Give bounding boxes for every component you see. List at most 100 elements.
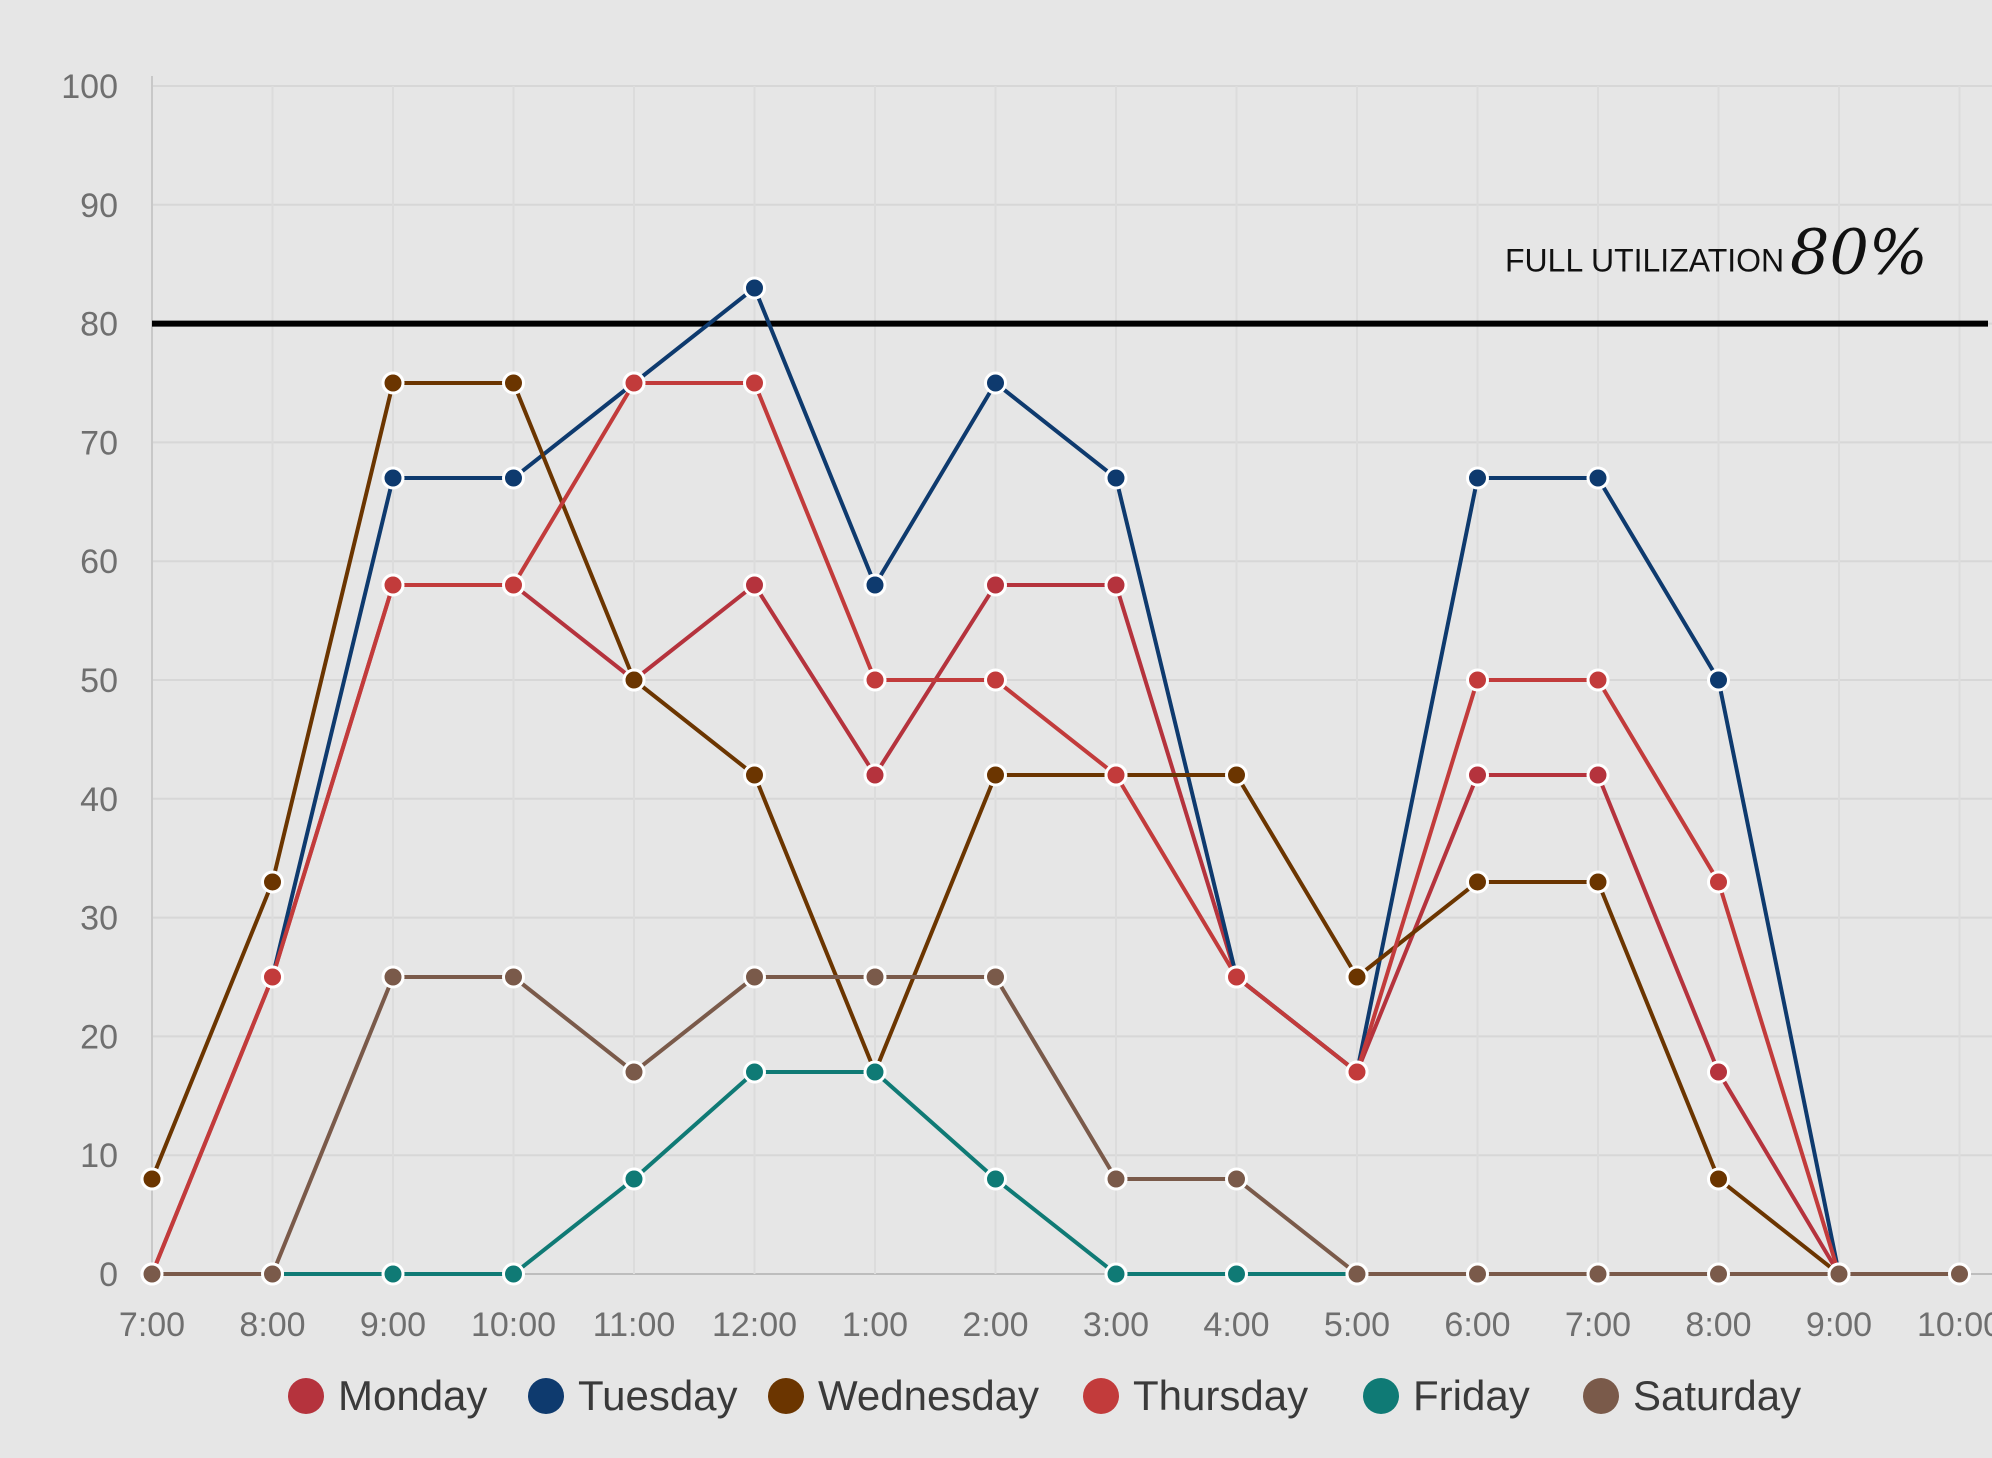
data-point-tuesday[interactable] — [1707, 668, 1730, 692]
data-point-friday[interactable] — [381, 1262, 405, 1286]
x-tick-label: 8:00 — [1685, 1306, 1751, 1344]
y-tick-label: 40 — [80, 781, 118, 819]
data-point-wednesday[interactable] — [1466, 870, 1489, 894]
series-line-tuesday — [270, 285, 1841, 1275]
data-point-thursday[interactable] — [1707, 870, 1730, 894]
data-point-tuesday[interactable] — [984, 371, 1007, 395]
legend-item-monday[interactable]: Monday — [288, 1372, 487, 1419]
legend-label: Friday — [1413, 1372, 1530, 1419]
data-point-saturday[interactable] — [261, 1262, 284, 1286]
data-point-tuesday[interactable] — [381, 466, 405, 490]
legend-swatch — [768, 1378, 804, 1414]
data-point-saturday[interactable] — [743, 965, 766, 989]
data-point-wednesday[interactable] — [1707, 1167, 1730, 1191]
data-point-saturday[interactable] — [381, 965, 405, 989]
axis-layer: 0 10 20 30 40 50 60 70 80 90 100 7:00 8:00 9:00 10:00 1… — [61, 68, 1992, 1344]
data-point-friday[interactable] — [502, 1262, 525, 1286]
x-tick-label: 10:00 — [471, 1306, 556, 1344]
x-tick-label: 7:00 — [119, 1306, 185, 1344]
x-tick-label: 9:00 — [1806, 1306, 1872, 1344]
data-point-saturday[interactable] — [1948, 1262, 1971, 1286]
data-point-tuesday[interactable] — [863, 573, 887, 597]
legend-item-thursday[interactable]: Thursday — [1083, 1372, 1308, 1419]
data-point-saturday[interactable] — [140, 1262, 164, 1286]
data-point-monday[interactable] — [863, 763, 887, 787]
data-point-thursday[interactable] — [1586, 668, 1610, 692]
data-point-tuesday[interactable] — [502, 466, 525, 490]
data-point-saturday[interactable] — [622, 1060, 646, 1084]
data-point-wednesday[interactable] — [1345, 965, 1369, 989]
data-point-wednesday[interactable] — [622, 668, 646, 692]
data-point-wednesday[interactable] — [140, 1167, 164, 1191]
legend-item-friday[interactable]: Friday — [1363, 1372, 1530, 1419]
data-point-monday[interactable] — [984, 573, 1007, 597]
data-point-wednesday[interactable] — [1586, 870, 1610, 894]
y-tick-label: 60 — [80, 543, 118, 581]
series-line-saturday — [152, 975, 1960, 1276]
data-point-friday[interactable] — [622, 1167, 646, 1191]
data-point-wednesday[interactable] — [743, 763, 766, 787]
data-point-wednesday[interactable] — [1225, 763, 1248, 787]
legend-label: Saturday — [1633, 1372, 1801, 1419]
data-point-saturday[interactable] — [1104, 1167, 1128, 1191]
data-point-thursday[interactable] — [1345, 1060, 1369, 1084]
legend: Monday Tuesday Wednesday Thursday Friday Satu… — [288, 1372, 1801, 1419]
legend-item-saturday[interactable]: Saturday — [1583, 1372, 1801, 1419]
data-point-thursday[interactable] — [261, 965, 284, 989]
legend-swatch — [1083, 1378, 1119, 1414]
data-point-thursday[interactable] — [1104, 763, 1128, 787]
full-utilization-value: 80% — [1790, 216, 1928, 289]
data-point-wednesday[interactable] — [261, 870, 284, 894]
data-point-thursday[interactable] — [502, 573, 525, 597]
legend-swatch — [528, 1378, 564, 1414]
legend-label: Tuesday — [578, 1372, 738, 1419]
data-point-thursday[interactable] — [622, 371, 646, 395]
y-tick-label: 0 — [99, 1256, 118, 1294]
data-point-friday[interactable] — [743, 1060, 766, 1084]
y-tick-label: 100 — [61, 68, 118, 106]
data-point-saturday[interactable] — [1345, 1262, 1369, 1286]
series-line-friday — [272, 1070, 1357, 1276]
legend-label: Thursday — [1133, 1372, 1308, 1419]
data-point-monday[interactable] — [1707, 1060, 1730, 1084]
data-point-wednesday[interactable] — [502, 371, 525, 395]
data-point-friday[interactable] — [1225, 1262, 1248, 1286]
full-utilization-label: FULL UTILIZATION — [1505, 243, 1784, 279]
data-point-monday[interactable] — [1586, 763, 1610, 787]
data-point-thursday[interactable] — [381, 573, 405, 597]
data-point-thursday[interactable] — [863, 668, 887, 692]
legend-swatch — [1363, 1378, 1399, 1414]
series-layer — [140, 276, 1971, 1286]
data-point-tuesday[interactable] — [1466, 466, 1489, 490]
data-point-saturday[interactable] — [984, 965, 1007, 989]
data-point-tuesday[interactable] — [743, 276, 766, 300]
legend-item-tuesday[interactable]: Tuesday — [528, 1372, 738, 1419]
data-point-thursday[interactable] — [1225, 965, 1248, 989]
y-tick-label: 90 — [80, 187, 118, 225]
data-point-tuesday[interactable] — [1104, 466, 1128, 490]
data-point-thursday[interactable] — [984, 668, 1007, 692]
data-point-saturday[interactable] — [1707, 1262, 1730, 1286]
data-point-saturday[interactable] — [502, 965, 525, 989]
data-point-wednesday[interactable] — [381, 371, 405, 395]
legend-swatch — [1583, 1378, 1619, 1414]
data-point-saturday[interactable] — [1586, 1262, 1610, 1286]
legend-item-wednesday[interactable]: Wednesday — [768, 1372, 1039, 1419]
data-point-friday[interactable] — [863, 1060, 887, 1084]
data-point-saturday[interactable] — [1225, 1167, 1248, 1191]
data-point-saturday[interactable] — [1827, 1262, 1851, 1286]
x-tick-label: 10:00 — [1917, 1306, 1992, 1344]
data-point-friday[interactable] — [984, 1167, 1007, 1191]
data-point-monday[interactable] — [1466, 763, 1489, 787]
data-point-thursday[interactable] — [1466, 668, 1489, 692]
data-point-wednesday[interactable] — [984, 763, 1007, 787]
data-point-saturday[interactable] — [863, 965, 887, 989]
data-point-tuesday[interactable] — [1586, 466, 1610, 490]
legend-label: Monday — [338, 1372, 487, 1419]
data-point-thursday[interactable] — [743, 371, 766, 395]
data-point-friday[interactable] — [1104, 1262, 1128, 1286]
data-point-saturday[interactable] — [1466, 1262, 1489, 1286]
data-point-monday[interactable] — [743, 573, 766, 597]
data-point-monday[interactable] — [1104, 573, 1128, 597]
